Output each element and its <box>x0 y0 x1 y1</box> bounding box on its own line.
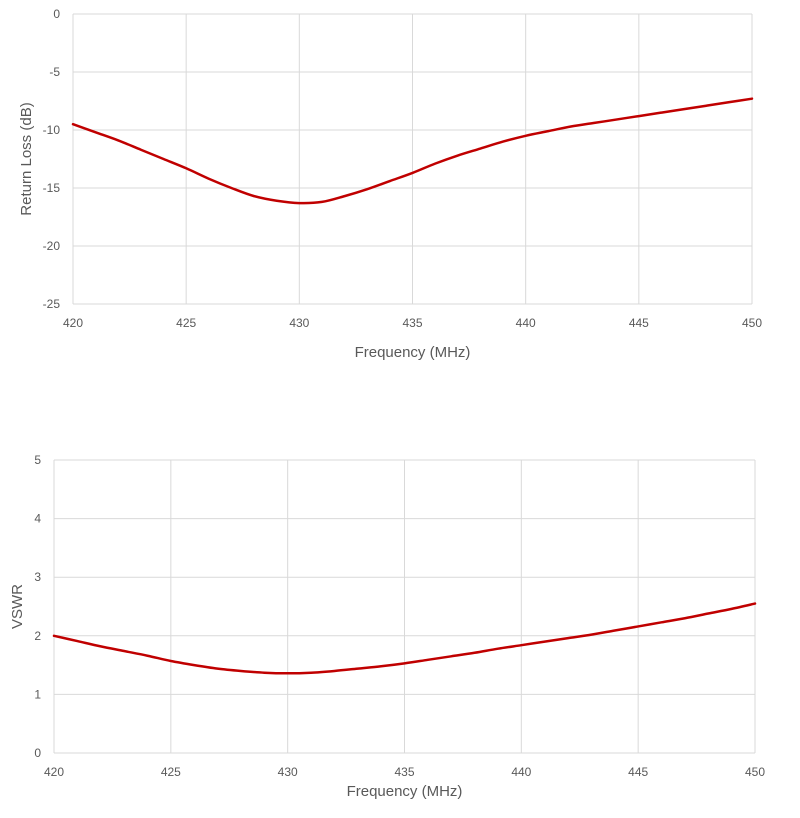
x-tick-label: 440 <box>511 765 531 779</box>
x-tick-label: 420 <box>63 316 83 330</box>
y-tick-label: 3 <box>34 570 41 584</box>
y-tick-label: -20 <box>43 239 61 253</box>
x-tick-label: 445 <box>629 316 649 330</box>
y-tick-label: -10 <box>43 123 61 137</box>
x-tick-label: 425 <box>161 765 181 779</box>
x-axis-title: Frequency (MHz) <box>355 344 471 361</box>
x-tick-label: 430 <box>289 316 309 330</box>
x-tick-label: 450 <box>742 316 762 330</box>
series-line <box>52 602 757 675</box>
x-tick-label: 430 <box>278 765 298 779</box>
y-tick-label: 0 <box>53 7 60 21</box>
y-tick-label: -5 <box>49 65 60 79</box>
y-tick-label: 4 <box>34 512 41 526</box>
y-tick-label: 5 <box>34 453 41 467</box>
x-tick-label: 435 <box>394 765 414 779</box>
x-tick-label: 435 <box>402 316 422 330</box>
y-tick-label: -15 <box>43 181 61 195</box>
x-tick-label: 420 <box>44 765 64 779</box>
x-tick-label: 445 <box>628 765 648 779</box>
y-axis-title: VSWR <box>9 584 26 629</box>
series-line <box>71 97 754 205</box>
y-axis-title: Return Loss (dB) <box>18 102 35 215</box>
y-tick-label: 0 <box>34 746 41 760</box>
y-tick-label: 1 <box>34 687 41 701</box>
x-axis-title: Frequency (MHz) <box>347 783 463 800</box>
y-tick-label: -25 <box>43 297 61 311</box>
y-tick-label: 2 <box>34 629 41 643</box>
x-tick-label: 440 <box>516 316 536 330</box>
x-tick-label: 450 <box>745 765 765 779</box>
x-tick-label: 425 <box>176 316 196 330</box>
return-loss-chart: 420 425 430 435 440 445 450 0 -5 -10 -15 -20 -25 Freq… <box>18 7 762 361</box>
vswr-chart: 420 425 430 435 440 445 450 5 4 3 2 1 0 Frequency (MH… <box>9 453 765 800</box>
